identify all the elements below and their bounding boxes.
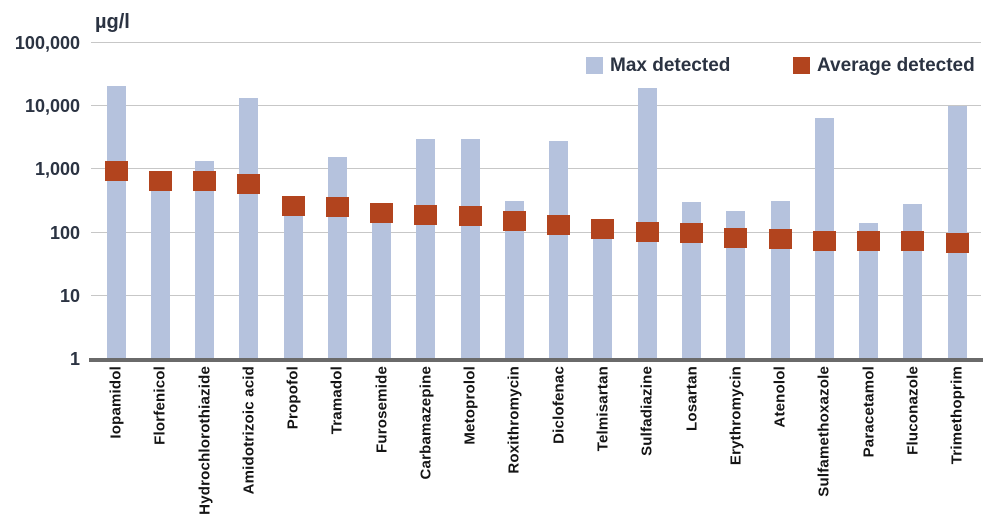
- x-category-label: Losartan: [683, 366, 700, 431]
- x-category-label: Erythromycin: [727, 366, 745, 466]
- y-tick-label: 100,000: [14, 33, 80, 53]
- y-tick-label: 10: [59, 285, 80, 306]
- max-detected-bar: [947, 105, 967, 358]
- x-category-label: Atenolol: [771, 366, 789, 428]
- average-detected-marker: [812, 230, 836, 251]
- gridline: [91, 231, 981, 233]
- x-category-label: Propofol: [284, 366, 302, 430]
- x-category-label: Roxithromycin: [505, 366, 523, 474]
- average-detected-marker: [502, 211, 526, 232]
- y-tick-label: 1: [69, 349, 80, 369]
- x-category-label: Telmisartan: [594, 366, 612, 452]
- legend-label-average: Average detected: [817, 55, 975, 76]
- average-detected-marker: [945, 233, 969, 254]
- max-detected-bar: [770, 200, 790, 358]
- x-category-label: Tramadol: [328, 366, 346, 435]
- max-detected-bar: [283, 197, 303, 358]
- x-category-label: Hydrochlorothiazide: [196, 366, 214, 515]
- x-category-label: Amidotrizoic acid: [240, 366, 258, 495]
- average-detected-marker: [724, 228, 748, 249]
- average-detected-marker: [768, 229, 792, 250]
- max-detected-bar: [327, 157, 347, 358]
- y-tick-label: 10,000: [24, 96, 80, 117]
- average-detected-marker: [591, 218, 615, 239]
- average-detected-marker: [148, 171, 172, 192]
- max-detected-bar: [372, 203, 392, 358]
- max-detected-bar: [593, 218, 613, 358]
- y-axis-unit-label: µg/l: [95, 11, 130, 33]
- max-detected-bar: [150, 171, 170, 358]
- gridline: [91, 168, 981, 170]
- average-detected-marker: [325, 197, 349, 217]
- x-axis-baseline: [89, 358, 983, 362]
- average-detected-marker: [635, 222, 659, 243]
- legend-item-average: Average detected: [793, 56, 975, 75]
- average-detected-marker: [414, 204, 438, 225]
- x-category-label: Trimethoprim: [948, 366, 966, 465]
- average-detected-marker: [547, 215, 571, 236]
- x-category-label: Florfenicol: [151, 366, 169, 445]
- max-detected-bar: [239, 97, 259, 358]
- legend-swatch-0: [586, 57, 603, 74]
- average-detected-marker: [857, 230, 881, 251]
- average-detected-marker: [281, 196, 305, 217]
- max-detected-bar: [549, 141, 569, 358]
- gridline: [91, 105, 981, 107]
- x-category-label: Furosemide: [373, 366, 391, 454]
- legend-swatch-1: [793, 57, 810, 74]
- x-category-label: Sulfamethoxazole: [815, 366, 833, 497]
- gridline: [91, 294, 981, 296]
- x-category-label: Metoprolol: [461, 366, 479, 445]
- average-detected-marker: [680, 223, 703, 243]
- legend-label-max: Max detected: [610, 55, 731, 76]
- legend-item-max: Max detected: [586, 56, 730, 75]
- average-detected-marker: [104, 161, 128, 182]
- y-tick-label: 1,000: [34, 159, 80, 180]
- x-category-label: Fluconazole: [904, 366, 922, 455]
- x-category-label: Iopamidol: [107, 366, 125, 439]
- max-detected-bar: [460, 139, 480, 358]
- x-category-label: Diclofenac: [550, 366, 568, 444]
- max-detected-bar: [504, 200, 524, 358]
- y-tick-label: 100: [49, 222, 80, 243]
- max-detected-bar: [195, 161, 215, 358]
- average-detected-marker: [237, 174, 261, 195]
- average-detected-marker: [901, 231, 925, 252]
- average-detected-marker: [193, 171, 217, 192]
- gridline: [91, 42, 981, 43]
- x-category-label: Paracetamol: [860, 366, 878, 458]
- average-detected-marker: [370, 203, 394, 224]
- max-detected-bar: [106, 86, 126, 358]
- average-detected-marker: [458, 206, 482, 227]
- max-detected-bar: [416, 139, 436, 358]
- max-detected-bar: [903, 204, 923, 358]
- max-detected-bar: [859, 223, 879, 358]
- x-category-label: Carbamazepine: [417, 366, 435, 480]
- x-category-label: Sulfadiazine: [638, 366, 656, 456]
